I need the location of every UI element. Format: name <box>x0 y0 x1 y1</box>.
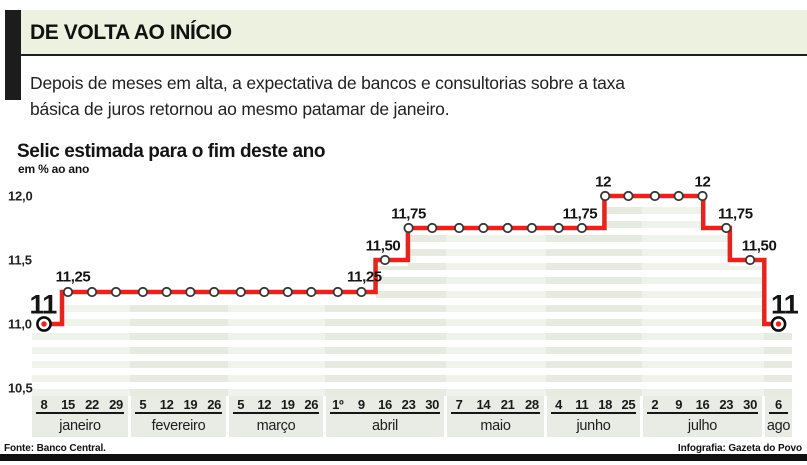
subtitle: Depois de meses em alta, a expectativa d… <box>30 70 790 122</box>
date-tick-label: 19 <box>280 397 295 412</box>
y-axis-tick-label: 12,0 <box>8 188 33 204</box>
date-tick-label: 23 <box>401 397 416 412</box>
month-band: 1º 9 16 23 30 abril <box>326 396 444 437</box>
date-tick-label: 15 <box>61 397 75 412</box>
y-axis-tick-label: 11,5 <box>8 252 32 268</box>
date-tick-label: 12 <box>257 397 272 412</box>
value-label: 11 <box>29 289 58 320</box>
date-tick-label: 26 <box>207 397 222 412</box>
y-axis-tick-label: 11,0 <box>8 316 32 332</box>
month-label: março <box>256 418 296 434</box>
date-tick-label: 7 <box>455 397 463 412</box>
header-accent-bar <box>5 10 21 100</box>
date-tick-label: 5 <box>139 397 147 412</box>
date-tick-label: 5 <box>237 397 245 412</box>
date-underline <box>551 412 636 414</box>
stripe-mask <box>62 190 376 298</box>
date-tick-label: 14 <box>476 397 491 412</box>
date-tick-label: 9 <box>357 397 365 412</box>
date-underline <box>451 412 540 414</box>
month-band: 5 12 19 26 março <box>229 396 323 437</box>
header-band <box>21 10 807 54</box>
value-label: 11,25 <box>55 268 91 286</box>
date-tick-label: 12 <box>159 397 174 412</box>
subtitle-line-2: básica de juros retornou ao mesmo patama… <box>30 99 450 119</box>
date-tick-label: 25 <box>621 397 636 412</box>
date-tick-label: 6 <box>775 397 782 412</box>
value-label: 12 <box>595 173 612 191</box>
date-underline <box>36 412 124 414</box>
date-tick-label: 22 <box>85 397 99 412</box>
y-axis-tick-label: 10,5 <box>8 380 33 396</box>
credit-label: Infografia: Gazeta do Povo <box>677 443 802 454</box>
value-label: 11,75 <box>562 205 598 223</box>
date-tick-label: 11 <box>575 397 589 412</box>
date-tick-label: 16 <box>695 397 710 412</box>
footer-bar <box>0 454 807 461</box>
date-underline <box>647 412 758 414</box>
month-label: maio <box>480 418 511 434</box>
stripe-mask <box>375 190 408 266</box>
month-band: 2 9 16 23 30 julho <box>643 396 762 437</box>
value-label: 11,25 <box>347 268 382 286</box>
date-tick-label: 28 <box>524 397 539 412</box>
date-tick-label: 30 <box>743 397 758 412</box>
value-label: 11,75 <box>717 205 753 223</box>
date-tick-label: 18 <box>598 397 613 412</box>
date-tick-label: 29 <box>109 397 123 412</box>
date-tick-label: 2 <box>651 397 659 412</box>
date-tick-label: 4 <box>555 397 563 412</box>
month-label: janeiro <box>59 418 101 434</box>
month-band: 8 15 22 29 janeiro <box>32 396 128 437</box>
month-band: 6 ago <box>765 396 792 437</box>
month-label: fevereiro <box>151 418 206 434</box>
date-underline <box>233 412 319 414</box>
month-label: abril <box>372 418 398 434</box>
chart-title: Selic estimada para o fim deste ano <box>17 141 326 162</box>
subtitle-line-1: Depois de meses em alta, a expectativa d… <box>30 73 625 93</box>
date-underline <box>135 412 222 414</box>
month-band: 5 12 19 26 fevereiro <box>131 396 226 437</box>
date-tick-label: 9 <box>675 397 683 412</box>
value-label: 12 <box>694 173 711 191</box>
date-tick-label: 16 <box>378 397 392 412</box>
date-tick-label: 19 <box>183 397 198 412</box>
source-label: Fonte: Banco Central. <box>4 443 106 454</box>
date-tick-label: 26 <box>304 397 319 412</box>
month-band: 4 11 18 25 junho <box>547 396 640 437</box>
date-tick-label: 8 <box>40 397 48 412</box>
value-label: 11,50 <box>365 237 401 255</box>
month-band: 7 14 21 28 maio <box>447 396 544 437</box>
stripe-mask <box>729 190 765 266</box>
date-tick-label: 21 <box>500 397 515 412</box>
date-tick-label: 23 <box>719 397 734 412</box>
date-tick-label: 30 <box>425 397 440 412</box>
date-tick-label: 1º <box>332 397 344 412</box>
header-rule <box>21 54 807 56</box>
month-label: junho <box>576 418 611 434</box>
page-title: DE VOLTA AO INÍCIO <box>30 21 232 44</box>
month-label: julho <box>687 418 718 434</box>
value-label: 11,50 <box>741 237 777 255</box>
date-underline <box>330 412 440 414</box>
value-label: 11 <box>771 289 799 320</box>
date-underline <box>769 412 788 414</box>
chart-unit-label: em % ao ano <box>18 162 90 176</box>
value-label: 11,75 <box>391 205 426 223</box>
month-label: ago <box>766 418 791 434</box>
stripe-mask <box>604 190 704 202</box>
